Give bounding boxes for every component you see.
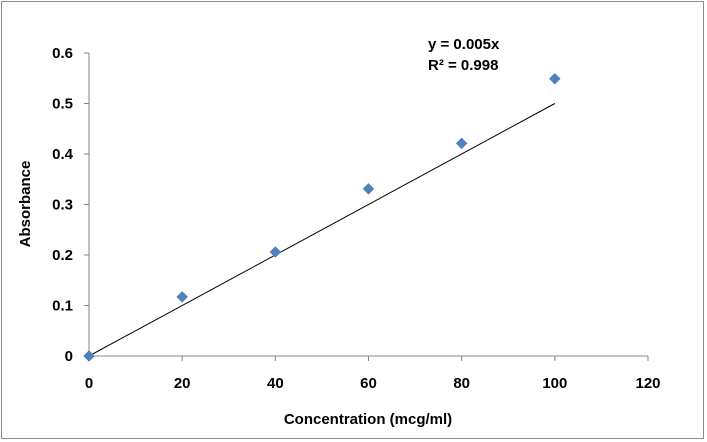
data-points: [83, 72, 561, 362]
r-squared-label: R² = 0.998: [428, 57, 498, 74]
data-point: [269, 246, 282, 258]
x-tick-label: 60: [360, 375, 377, 392]
data-point: [83, 350, 95, 362]
x-tick-labels: 0 20 40 60 80 100 120: [85, 356, 661, 392]
x-tick-label: 120: [635, 375, 660, 392]
y-tick-label: 0.4: [52, 146, 74, 163]
x-tick-label: 20: [174, 375, 191, 392]
data-point: [362, 182, 375, 195]
y-tick-label: 0.6: [52, 45, 73, 62]
y-tick-label: 0: [65, 348, 73, 365]
y-tick-label: 0.1: [52, 298, 73, 315]
x-axis-title: Concentration (mcg/ml): [284, 411, 452, 428]
y-tick-label: 0.2: [52, 247, 73, 264]
data-point: [548, 72, 561, 85]
x-tick-label: 0: [85, 375, 93, 392]
x-tick-label: 100: [542, 375, 567, 392]
trendline-group: [88, 103, 556, 357]
y-tick-label: 0.5: [52, 96, 73, 113]
y-axis-title: Absorbance: [17, 161, 34, 248]
data-point: [176, 291, 189, 303]
trendline: [88, 103, 556, 357]
x-tick-label: 40: [267, 375, 284, 392]
data-point: [455, 137, 468, 150]
x-tick-label: 80: [453, 375, 470, 392]
y-tick-label: 0.3: [52, 197, 73, 214]
y-tick-labels: 0 0.1 0.2 0.3 0.4 0.5 0.6: [52, 45, 89, 365]
trendline-equation: y = 0.005x: [428, 36, 500, 53]
